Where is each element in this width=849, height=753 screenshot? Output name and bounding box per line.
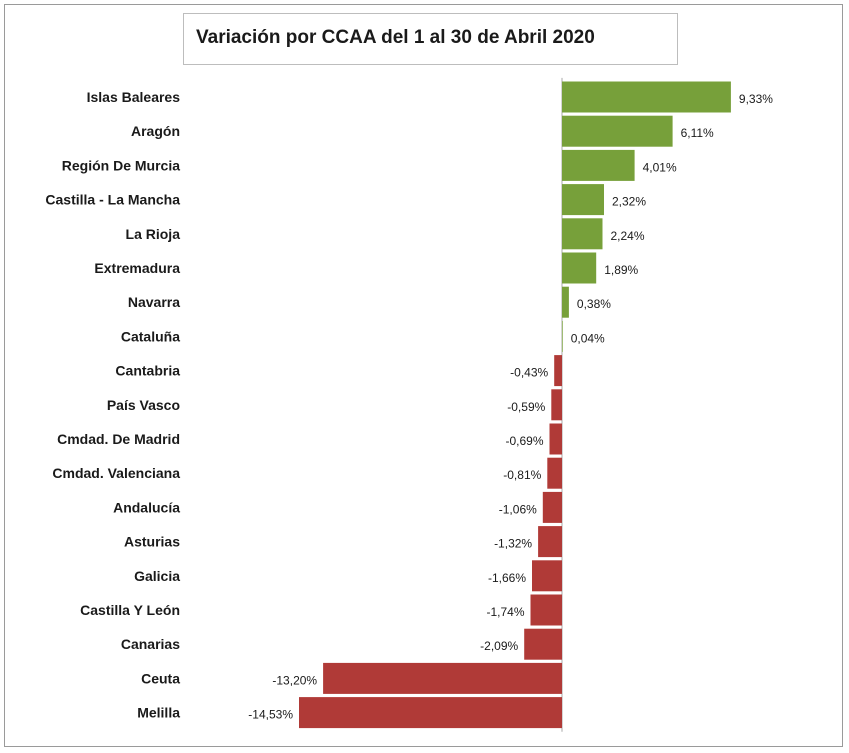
value-label: 1,89% (604, 263, 638, 277)
bar (554, 355, 562, 387)
category-label: Cantabria (115, 363, 180, 379)
value-label: -2,09% (480, 639, 518, 653)
category-label: Melilla (137, 705, 180, 721)
value-label: 4,01% (643, 160, 677, 174)
value-label: -14,53% (248, 708, 293, 722)
value-label: 2,32% (612, 195, 646, 209)
category-label: Cataluña (121, 328, 180, 344)
bar (562, 149, 635, 181)
category-label: Ceuta (141, 670, 180, 686)
bar (299, 697, 562, 729)
bar (530, 594, 562, 626)
value-label: -13,20% (272, 673, 317, 687)
bar (551, 389, 562, 421)
category-label: Galicia (134, 568, 180, 584)
bar (562, 115, 673, 147)
value-label: 0,38% (577, 297, 611, 311)
bar (562, 286, 569, 318)
category-label: Aragón (131, 123, 180, 139)
category-label: Castilla Y León (80, 602, 180, 618)
value-label: 9,33% (739, 92, 773, 106)
value-label: -0,59% (507, 400, 545, 414)
value-label: -1,32% (494, 537, 532, 551)
value-label: -0,69% (505, 434, 543, 448)
bar (562, 184, 604, 216)
value-label: 0,04% (571, 331, 605, 345)
category-label: Extremadura (94, 260, 180, 276)
category-label: País Vasco (107, 397, 180, 413)
value-label: 6,11% (681, 126, 714, 140)
category-label: Andalucía (113, 499, 180, 515)
category-label: Islas Baleares (87, 89, 181, 105)
category-label: Castilla - La Mancha (45, 192, 180, 208)
category-label: Cmdad. Valenciana (52, 465, 180, 481)
bar (538, 526, 562, 558)
value-label: -1,74% (486, 605, 524, 619)
chart-title-box: Variación por CCAA del 1 al 30 de Abril … (183, 13, 678, 65)
value-label: -1,66% (488, 571, 526, 585)
category-label: Región De Murcia (62, 157, 180, 173)
bar (562, 252, 597, 284)
value-label: -0,81% (503, 468, 541, 482)
category-label: Cmdad. De Madrid (57, 431, 180, 447)
value-label: -0,43% (510, 366, 548, 380)
value-label: 2,24% (611, 229, 645, 243)
bar (562, 81, 731, 113)
bar (323, 662, 562, 694)
bar (562, 218, 603, 250)
category-label: La Rioja (126, 226, 181, 242)
chart-title: Variación por CCAA del 1 al 30 de Abril … (196, 27, 595, 48)
category-label: Navarra (128, 294, 180, 310)
bar (524, 628, 562, 660)
value-label: -1,06% (499, 502, 537, 516)
bar (542, 491, 562, 523)
chart-frame (4, 4, 843, 747)
bar (532, 560, 562, 592)
bar (549, 423, 562, 455)
category-label: Canarias (121, 636, 180, 652)
bar (547, 457, 562, 489)
bar (562, 320, 563, 352)
category-label: Asturias (124, 534, 180, 550)
